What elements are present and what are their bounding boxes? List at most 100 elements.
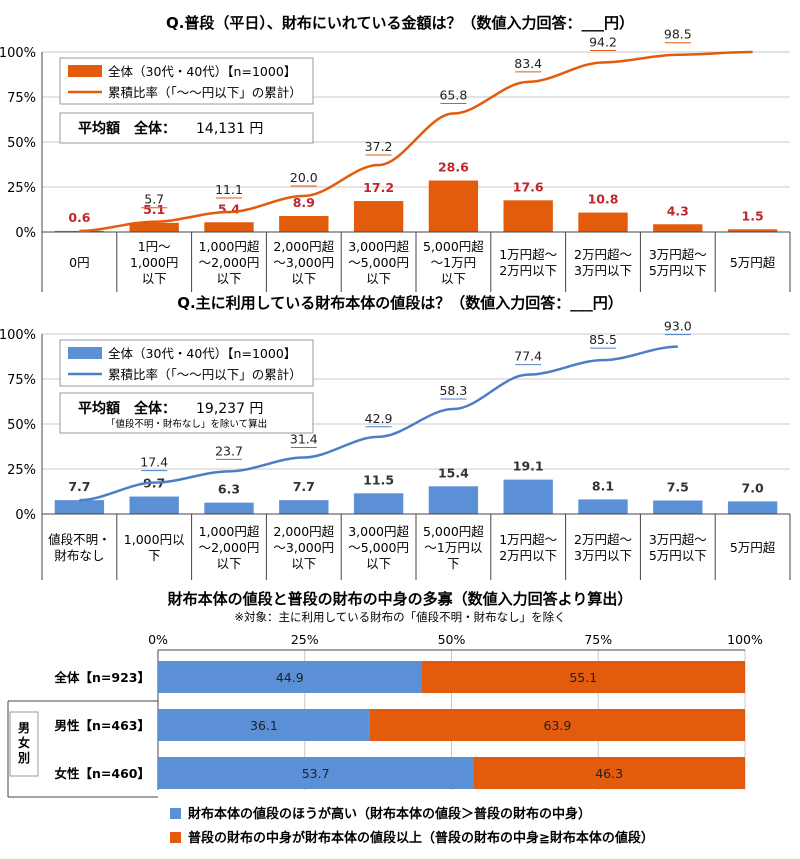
bar <box>578 212 628 232</box>
bar <box>503 200 553 232</box>
chart-title: Q.主に利用している財布本体の値段は？（数値入力回答：___円） <box>177 294 623 312</box>
category-label: 3万円超～ 5万円以下 <box>649 247 707 278</box>
average-box <box>59 112 314 144</box>
bar-value-label: 17.6 <box>513 179 544 194</box>
y-tick-label: 50% <box>7 418 36 433</box>
cumulative-label: 37.2 <box>365 139 393 154</box>
bar <box>54 500 105 514</box>
bar-value-label: 8.9 <box>293 195 315 210</box>
stacked-bar-segment <box>473 757 745 789</box>
bar-value-label: 28.6 <box>438 160 469 175</box>
bar-value-label: 5.1 <box>143 202 165 217</box>
category-label: 3万円超～ 5万円以下 <box>649 532 707 563</box>
category-label: 2,000円超～3,000円以下 <box>273 524 334 571</box>
bar <box>279 500 329 514</box>
bar-value-label: 10.8 <box>588 192 619 207</box>
category-label: 2,000円超～3,000円以下 <box>273 239 334 286</box>
legend-label: 累積比率（「～～円以下」の累計） <box>108 367 302 382</box>
legend-label: 全体（30代・40代）【n=1000】 <box>108 346 296 361</box>
y-tick-label: 75% <box>7 373 36 388</box>
stacked-bar-segment <box>369 709 745 741</box>
legend-swatch <box>170 808 181 819</box>
cumulative-line <box>79 50 753 233</box>
category-label: 2万円超～ 3万円以下 <box>574 247 632 278</box>
bar <box>129 496 179 514</box>
category-label: 5万円超 <box>730 540 776 555</box>
average-label: 平均額 全体： <box>78 120 176 137</box>
segment-value-label: 63.9 <box>544 718 572 733</box>
group-label-box <box>9 711 39 777</box>
legend-box <box>59 57 314 105</box>
category-label: 1円～ 1,000円以下 <box>130 239 178 286</box>
stacked-bar-segment <box>158 757 474 789</box>
y-tick-label: 25% <box>7 463 36 478</box>
cumulative-label: 77.4 <box>514 349 542 364</box>
bar-value-label: 15.4 <box>438 465 469 480</box>
chart-title: Q.普段（平日）、財布にいれている金額は？（数値入力回答：___円） <box>166 14 634 32</box>
category-label: 3,000円超～5,000円以下 <box>348 239 409 286</box>
legend-box <box>59 339 314 387</box>
stacked-bar-segment <box>158 709 370 741</box>
bar-value-label: 7.7 <box>293 479 315 494</box>
category-label: 5,000円超～1万円以下 <box>423 524 484 571</box>
group-label: 男女別 <box>17 721 30 765</box>
bar-value-label: 1.5 <box>742 208 764 223</box>
bar-value-label: 5.4 <box>218 201 240 216</box>
cumulative-label: 20.0 <box>290 170 318 185</box>
bar <box>503 479 553 514</box>
cumulative-label: 93.0 <box>664 319 692 334</box>
bar-value-label: 4.3 <box>667 203 689 218</box>
chart-subtitle: ※対象：主に利用している財布の「値段不明・財布なし」を除く <box>234 610 565 624</box>
bar-value-label: 11.5 <box>363 472 394 487</box>
category-label: 1万円超～ 2万円以下 <box>499 532 557 563</box>
legend-label: 累積比率（「～～円以下」の累計） <box>108 85 302 100</box>
category-label: 3,000円超～5,000円以下 <box>348 524 409 571</box>
average-box <box>59 392 314 434</box>
bar-value-label: 8.1 <box>592 478 614 493</box>
bar <box>653 224 703 232</box>
category-label: 2万円超～ 3万円以下 <box>574 532 632 563</box>
cumulative-label: 5.7 <box>144 192 164 207</box>
bar-value-label: 6.3 <box>218 482 240 497</box>
bar <box>428 486 479 514</box>
y-tick-label: 75% <box>7 91 36 106</box>
y-tick-label: 25% <box>7 181 36 196</box>
bar <box>428 180 479 232</box>
average-value: 19,237 円 <box>196 401 263 417</box>
cumulative-label: 65.8 <box>439 88 467 103</box>
row-label: 男性【n=463】 <box>55 718 150 733</box>
category-label: 5,000円超～1万円以下 <box>423 239 484 286</box>
legend-swatch-bar <box>68 65 102 77</box>
stacked-bar-segment <box>421 661 745 693</box>
cumulative-label: 98.5 <box>664 27 692 42</box>
bar <box>727 501 778 514</box>
average-value: 14,131 円 <box>196 121 263 137</box>
cumulative-line <box>79 345 678 502</box>
bar <box>129 222 179 232</box>
bar-value-label: 0.6 <box>68 210 90 225</box>
y-tick-label: 0% <box>15 508 36 523</box>
bar <box>204 222 254 232</box>
x-tick-label: 50% <box>438 632 466 647</box>
average-note: 「値段不明・財布なし」を除いて算出 <box>106 418 267 430</box>
cumulative-label: 23.7 <box>215 443 243 458</box>
y-tick-label: 0% <box>15 226 36 241</box>
y-tick-label: 50% <box>7 136 36 151</box>
cumulative-label: 42.9 <box>365 411 393 426</box>
bar <box>727 229 778 232</box>
cumulative-label: 17.4 <box>140 455 168 470</box>
bar <box>353 201 404 232</box>
category-label: 5万円超 <box>730 255 776 270</box>
category-label: 1万円超～ 2万円以下 <box>499 247 557 278</box>
category-label: 1,000円以下 <box>124 532 185 563</box>
bar <box>204 502 254 514</box>
bar-value-label: 17.2 <box>363 180 394 195</box>
bar-value-label: 7.5 <box>667 480 689 495</box>
category-label: 0円 <box>69 255 89 270</box>
stacked-bar-segment <box>158 661 422 693</box>
cumulative-label: 31.4 <box>290 431 318 446</box>
cumulative-label: 85.5 <box>589 332 617 347</box>
bar-value-label: 19.1 <box>513 459 544 474</box>
row-label: 女性【n=460】 <box>55 766 150 781</box>
